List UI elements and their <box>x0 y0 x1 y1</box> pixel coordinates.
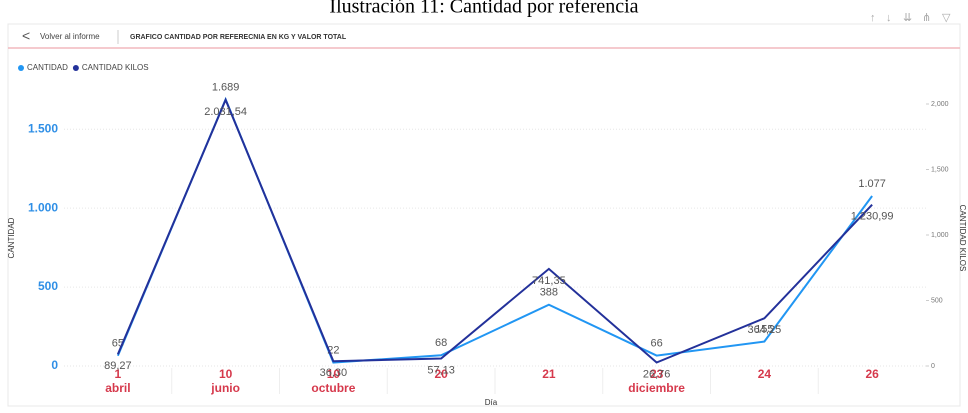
y2-tick-label: 0 <box>931 363 935 370</box>
legend-swatch <box>72 65 79 71</box>
x-tick-label: 10 <box>219 367 233 381</box>
x-month-label: octubre <box>311 381 355 395</box>
data-label: 2.031,54 <box>204 106 247 118</box>
x-month-label: abril <box>105 381 130 395</box>
data-label: 1.689 <box>212 81 240 93</box>
x-tick-label: 21 <box>542 367 556 381</box>
y2-tick-label: 1,000 <box>931 232 949 239</box>
sort-down-icon[interactable]: ↓ <box>886 12 892 24</box>
data-label: 66 <box>651 337 663 349</box>
x-month-label: junio <box>210 381 240 395</box>
y2-axis-label: CANTIDAD KILOS <box>958 205 967 272</box>
visual-frame <box>7 23 961 407</box>
data-label: 364,25 <box>748 324 782 336</box>
expand-icon[interactable]: ⇊ <box>903 12 912 24</box>
data-label: 388 <box>540 287 558 299</box>
y2-tick-label: 500 <box>931 297 943 304</box>
header-title: GRAFICO CANTIDAD POR REFERECNIA EN KG Y … <box>130 34 347 41</box>
back-icon[interactable]: < <box>22 28 30 44</box>
toolbar: ↑ ↓ ⇊ ⋔ ▽ <box>870 12 951 24</box>
legend-swatch <box>18 65 24 71</box>
y2-tick-label: 2,000 <box>931 101 949 108</box>
data-label: 89,27 <box>104 360 132 372</box>
y-tick-label: 0 <box>51 358 58 372</box>
data-label: 36,30 <box>320 367 348 379</box>
data-label: 57,13 <box>427 364 455 376</box>
x-month-label: diciembre <box>628 381 685 395</box>
x-tick-label: 24 <box>758 367 772 381</box>
data-label: 68 <box>435 337 447 349</box>
data-label: 155 <box>755 323 773 335</box>
legend-label: CANTIDAD <box>27 63 68 72</box>
y-axis-label: CANTIDAD <box>7 217 16 258</box>
x-tick-label: 26 <box>865 367 879 381</box>
drill-icon[interactable]: ⋔ <box>922 12 931 24</box>
data-label: 741,35 <box>532 275 566 287</box>
series-line <box>116 97 873 364</box>
sort-up-icon[interactable]: ↑ <box>870 12 876 24</box>
legend-label: CANTIDAD KILOS <box>82 63 149 72</box>
data-label: 26,76 <box>643 368 671 380</box>
filter-icon[interactable]: ▽ <box>942 12 951 24</box>
caption: Ilustración 11: Cantidad por referencia <box>329 0 638 18</box>
x-axis-label: Día <box>485 398 498 407</box>
back-link[interactable]: Volver al informe <box>40 32 100 41</box>
x-tick-label: 10 <box>327 367 341 381</box>
x-tick-label: 1 <box>115 367 122 381</box>
data-label: 1.077 <box>858 178 886 190</box>
y2-tick-label: 1,500 <box>931 166 949 173</box>
y-tick-label: 500 <box>38 279 58 293</box>
x-tick-label: 20 <box>434 367 448 381</box>
x-tick-label: 23 <box>650 367 664 381</box>
y-tick-label: 1.500 <box>28 121 58 135</box>
data-label: 1.230,99 <box>851 211 894 223</box>
y-tick-label: 1.000 <box>28 200 58 214</box>
